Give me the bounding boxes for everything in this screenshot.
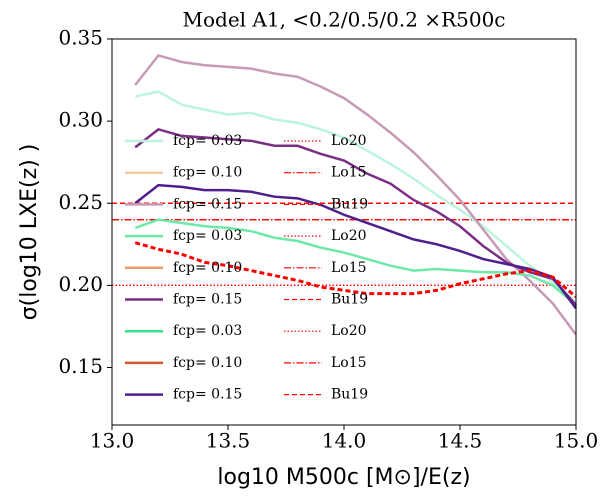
legend-label: fcp= 0.15 (173, 387, 242, 403)
legend-label: fcp= 0.10 (173, 165, 242, 181)
legend-label: Lo20 (331, 323, 367, 339)
y-tick-label: 0.30 (58, 108, 103, 132)
y-tick-label: 0.25 (58, 190, 103, 214)
legend-label: Bu19 (331, 292, 368, 308)
series-line (134, 183, 578, 310)
y-tick-label: 0.15 (58, 354, 103, 378)
legend-label: Lo15 (331, 165, 367, 181)
legend-label: fcp= 0.10 (173, 355, 242, 371)
y-tick-label: 0.20 (58, 272, 103, 296)
legend-label: Lo20 (331, 133, 367, 149)
x-tick-label: 13.0 (90, 429, 135, 453)
legend-label: fcp= 0.03 (173, 323, 242, 339)
series-line (134, 90, 577, 303)
legend-label: Bu19 (331, 196, 368, 212)
legend-label: fcp= 0.03 (173, 228, 242, 244)
x-tick-label: 14.0 (322, 429, 367, 453)
series-line (134, 218, 577, 307)
x-tick-label: 13.5 (206, 429, 251, 453)
legend-label: fcp= 0.03 (173, 133, 242, 149)
legend-label: fcp= 0.10 (173, 260, 242, 276)
x-tick-label: 14.5 (438, 429, 483, 453)
series-line (134, 241, 577, 299)
plot-frame (111, 38, 577, 426)
x-axis-label: log10 M500c [M⊙]/E(z) (217, 465, 470, 490)
legend-label: fcp= 0.15 (173, 196, 242, 212)
y-tick-label: 0.35 (58, 26, 103, 50)
series-line (134, 127, 577, 306)
legend-label: Lo15 (331, 260, 367, 276)
legend-label: fcp= 0.15 (173, 292, 242, 308)
y-axis-label: σ(log10 LXE(z) ) (17, 144, 42, 321)
legend-label: Bu19 (331, 387, 368, 403)
legend-label: Lo20 (331, 228, 367, 244)
series-line (134, 53, 578, 336)
x-tick-label: 15.0 (554, 429, 599, 453)
chart-title: Model A1, <0.2/0.5/0.2 ×R500c (183, 8, 506, 32)
legend-label: Lo15 (331, 355, 367, 371)
